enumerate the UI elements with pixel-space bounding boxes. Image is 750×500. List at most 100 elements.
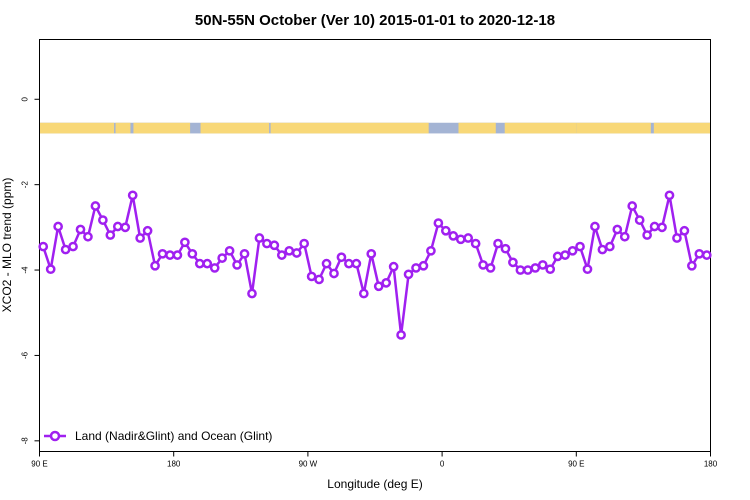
data-point bbox=[194, 258, 205, 269]
y-tick-label: -4 bbox=[21, 266, 30, 274]
data-point bbox=[530, 263, 541, 273]
x-tick-label: 90 E bbox=[568, 460, 584, 469]
data-point bbox=[396, 330, 406, 340]
data-point bbox=[411, 263, 421, 273]
data-point bbox=[120, 222, 131, 233]
series-line bbox=[42, 194, 708, 337]
data-point bbox=[619, 231, 630, 242]
x-tick-label: 180 bbox=[167, 460, 181, 469]
x-axis: 90 E 180 90 W 0 90 E 180 bbox=[31, 451, 718, 469]
data-point bbox=[254, 233, 265, 243]
y-tick-label: -6 bbox=[21, 351, 30, 359]
data-point bbox=[403, 269, 414, 280]
data-point bbox=[627, 201, 638, 211]
data-point bbox=[306, 271, 317, 282]
data-point bbox=[582, 264, 593, 275]
y-axis-label: XCO2 - MLO trend (ppm) bbox=[0, 178, 14, 313]
y-tick-label: -8 bbox=[21, 437, 30, 445]
data-point bbox=[537, 260, 548, 270]
data-point bbox=[83, 231, 93, 242]
data-point bbox=[634, 215, 645, 225]
data-point bbox=[418, 260, 429, 271]
data-point bbox=[373, 281, 384, 292]
data-point bbox=[321, 258, 332, 269]
land-segment bbox=[458, 122, 496, 134]
data-point bbox=[381, 278, 392, 288]
data-point bbox=[485, 263, 496, 273]
data-point bbox=[60, 244, 71, 255]
data-point bbox=[329, 268, 339, 279]
data-point bbox=[269, 240, 280, 251]
data-point bbox=[463, 233, 474, 243]
data-point bbox=[590, 221, 600, 232]
data-point bbox=[500, 243, 511, 254]
land-segment bbox=[270, 122, 429, 134]
land-ocean-band bbox=[39, 122, 711, 134]
land-segment bbox=[504, 122, 577, 134]
data-point bbox=[75, 224, 86, 235]
data-point bbox=[180, 237, 190, 248]
data-point bbox=[53, 221, 63, 232]
data-point bbox=[284, 245, 295, 256]
data-point bbox=[560, 250, 570, 260]
data-point bbox=[567, 245, 578, 256]
x-axis-label: Longitude (deg E) bbox=[327, 477, 422, 491]
data-point bbox=[299, 238, 310, 249]
land-segment bbox=[576, 122, 651, 134]
data-point bbox=[687, 260, 697, 271]
data-point bbox=[224, 245, 235, 256]
y-axis: 0 -2 -4 -6 -8 bbox=[21, 96, 40, 444]
data-point bbox=[366, 248, 377, 259]
x-tick-label: 90 E bbox=[31, 460, 47, 469]
data-point bbox=[247, 288, 257, 299]
data-point bbox=[38, 241, 49, 252]
data-point bbox=[157, 248, 168, 259]
data-point bbox=[649, 221, 660, 232]
data-point bbox=[172, 250, 183, 260]
data-point bbox=[597, 244, 608, 255]
data-point bbox=[187, 248, 198, 259]
data-point bbox=[90, 201, 101, 211]
data-point bbox=[105, 230, 116, 240]
data-point bbox=[165, 250, 175, 260]
legend-entry: Land (Nadir&Glint) and Ocean (Glint) bbox=[75, 429, 272, 443]
data-point bbox=[135, 233, 145, 243]
data-point bbox=[679, 225, 690, 236]
data-point bbox=[142, 225, 153, 236]
data-point bbox=[642, 230, 652, 240]
data-point bbox=[202, 258, 213, 269]
data-point bbox=[262, 238, 272, 249]
land-segment bbox=[200, 122, 270, 134]
data-point bbox=[694, 248, 705, 259]
data-point bbox=[552, 251, 563, 262]
data-point bbox=[515, 265, 526, 275]
data-point bbox=[351, 258, 362, 269]
data-point bbox=[426, 245, 436, 256]
data-point bbox=[388, 261, 399, 272]
land-segment bbox=[653, 122, 711, 134]
y-tick-label: 0 bbox=[21, 96, 30, 101]
land-segment bbox=[39, 122, 115, 134]
data-point bbox=[150, 260, 160, 271]
data-point bbox=[291, 248, 302, 258]
data-point bbox=[276, 250, 287, 260]
data-point bbox=[575, 241, 585, 252]
data-point bbox=[68, 241, 78, 252]
y-tick-label: -2 bbox=[21, 181, 30, 189]
data-point bbox=[493, 238, 503, 249]
data-point bbox=[358, 288, 369, 299]
data-point bbox=[440, 225, 451, 236]
data-point bbox=[448, 231, 459, 241]
x-tick-label: 0 bbox=[440, 460, 445, 469]
data-point bbox=[657, 222, 667, 233]
data-point bbox=[455, 234, 466, 245]
data-point bbox=[605, 241, 615, 252]
data-point bbox=[239, 248, 250, 259]
data-point bbox=[433, 218, 444, 228]
data-point bbox=[232, 260, 242, 270]
data-point bbox=[344, 258, 354, 269]
land-segment bbox=[115, 122, 131, 134]
data-point bbox=[98, 215, 108, 225]
data-point bbox=[612, 224, 623, 235]
